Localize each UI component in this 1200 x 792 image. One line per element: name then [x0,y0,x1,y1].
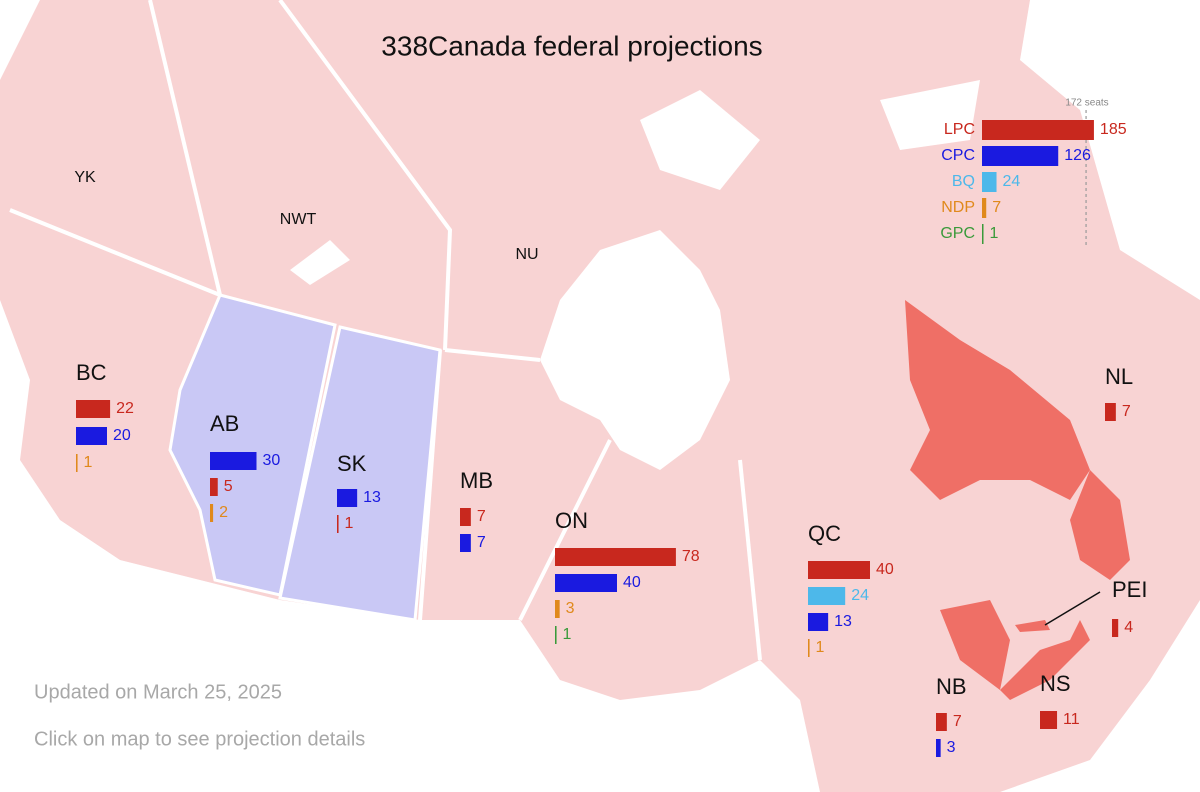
title: 338Canada federal projections [381,30,762,61]
seat-value: 7 [477,534,486,551]
region-label: NL [1105,364,1133,389]
region-label: NWT [280,211,317,228]
seat-bar [460,508,471,526]
seat-value: 4 [1124,619,1133,636]
seat-value: 40 [876,561,894,578]
party-name: BQ [952,173,975,190]
seat-value: 7 [953,713,962,730]
seat-bar [982,172,997,192]
seat-value: 3 [566,600,575,617]
seat-value: 7 [992,199,1001,216]
region-label: ON [555,508,588,533]
seat-value: 1 [345,515,354,532]
seat-bar [460,534,471,552]
seat-bar [210,504,214,522]
province-ns [1000,620,1090,700]
note: Updated on March 25, 2025 [34,681,282,703]
water [290,240,350,285]
region-label: PEI [1112,577,1147,602]
party-name: NDP [941,199,975,216]
water [540,230,730,470]
region-label: AB [210,411,239,436]
note: Click on map to see projection details [34,728,365,750]
water [1130,0,1200,200]
seat-value: 13 [834,613,852,630]
seat-bar [555,574,617,592]
seat-bar [982,224,984,244]
seat-bar [210,478,218,496]
seat-bar [936,713,947,731]
region-label: YK [74,169,96,186]
region-label: NB [936,674,967,699]
seat-bar [76,400,111,418]
region-label: SK [337,451,367,476]
party-name: GPC [940,225,975,242]
province-pei [1015,620,1050,632]
seat-value: 1 [816,639,825,656]
seat-bar [808,561,870,579]
seat-value: 11 [1063,711,1080,728]
seat-bar [982,120,1094,140]
seat-value: 22 [116,400,134,417]
region-label: BC [76,360,107,385]
seat-value: 3 [947,739,956,756]
majority-label: 172 seats [1065,98,1108,109]
seat-value: 7 [477,508,486,525]
seat-bar [1105,403,1116,421]
province-nl [905,300,1090,500]
region-label: NU [515,246,538,263]
seat-bar [1040,711,1058,729]
region-label: NS [1040,671,1071,696]
region-label: MB [460,468,493,493]
seat-value: 30 [263,452,281,469]
seat-bar [555,600,560,618]
seat-bar [982,198,987,218]
water [880,80,980,150]
seat-value: 40 [623,574,641,591]
province-sk [278,325,442,622]
seat-value: 13 [363,489,381,506]
seat-value: 24 [1003,173,1021,190]
province-nb [940,600,1010,690]
region-label: QC [808,521,841,546]
seat-value: 24 [851,587,869,604]
seat-value: 78 [682,548,700,565]
water [640,90,760,190]
seat-value: 1 [990,225,999,242]
seat-value: 5 [224,478,233,495]
seat-value: 20 [113,427,131,444]
seat-bar [555,548,676,566]
seat-bar [982,146,1059,166]
seat-value: 126 [1064,147,1091,164]
party-name: LPC [944,121,975,138]
seat-bar [337,489,358,507]
seat-bar [808,587,846,605]
seat-bar [1112,619,1119,637]
seat-bar [210,452,257,470]
seat-bar [76,454,78,472]
province-nl [1070,470,1130,580]
seat-value: 7 [1122,403,1131,420]
seat-bar [808,613,829,631]
seat-value: 1 [563,626,572,643]
seat-bar [76,427,107,445]
leader-line [1044,591,1101,626]
seat-bar [936,739,941,757]
seat-value: 2 [219,504,228,521]
seat-value: 1 [84,454,93,471]
party-name: CPC [941,147,975,164]
seat-value: 185 [1100,121,1127,138]
seat-bar [337,515,339,533]
seat-bar [555,626,557,644]
seat-bar [808,639,810,657]
